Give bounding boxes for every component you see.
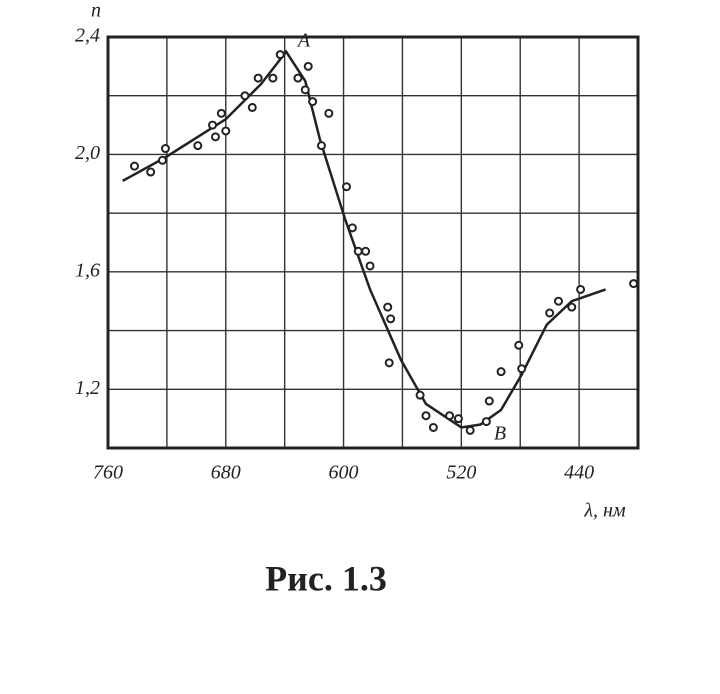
data-point <box>253 73 263 83</box>
data-point <box>293 73 303 83</box>
data-point <box>157 155 167 165</box>
y-tick-label: 1,2 <box>75 377 100 399</box>
data-point <box>240 91 250 101</box>
data-point <box>554 296 563 306</box>
plot-frame <box>106 35 640 450</box>
data-point <box>629 279 639 289</box>
data-point <box>365 261 375 271</box>
data-point <box>160 144 170 154</box>
data-point <box>210 132 220 142</box>
x-tick-label: 520 <box>446 462 476 484</box>
data-point <box>347 223 357 233</box>
data-point <box>342 182 351 192</box>
data-point <box>386 314 396 324</box>
data-point <box>193 141 203 151</box>
data-point <box>361 246 371 256</box>
data-point <box>247 102 257 112</box>
data-point <box>216 108 226 118</box>
data-point <box>303 61 313 71</box>
data-point <box>415 390 425 400</box>
data-point <box>353 246 363 256</box>
data-point <box>445 411 455 421</box>
x-tick-label: 600 <box>329 462 359 484</box>
data-point <box>514 340 524 350</box>
data-point <box>384 358 394 368</box>
data-point <box>484 396 494 406</box>
y-tick-label: 2,4 <box>75 25 100 47</box>
annotation: B <box>494 423 506 445</box>
data-point <box>465 425 475 435</box>
data-point <box>567 302 577 312</box>
data-point <box>316 141 326 151</box>
data-point <box>308 97 318 107</box>
data-point <box>130 161 139 171</box>
y-axis-label: n <box>91 0 101 22</box>
curve <box>122 49 607 429</box>
data-point <box>576 284 586 294</box>
y-tick-label: 2,0 <box>75 142 100 164</box>
data-point <box>453 414 463 424</box>
data-point <box>421 411 431 421</box>
annotation: A <box>296 30 311 52</box>
data-point <box>268 73 278 83</box>
data-point <box>496 367 506 377</box>
data-point <box>383 302 393 312</box>
data-point <box>146 167 156 177</box>
data-point <box>300 85 310 95</box>
data-point <box>517 364 527 374</box>
data-point <box>208 120 218 130</box>
data-point <box>324 108 334 118</box>
x-axis-label: λ, нм <box>583 500 626 522</box>
data-point <box>428 422 438 432</box>
caption: Рис. 1.3 <box>265 558 387 598</box>
y-tick-label: 1,6 <box>75 259 100 281</box>
x-tick-label: 440 <box>564 462 594 484</box>
data-point <box>545 308 555 318</box>
data-point <box>275 50 285 60</box>
x-tick-label: 680 <box>211 462 241 484</box>
data-point <box>481 417 491 427</box>
x-tick-label: 760 <box>93 462 123 484</box>
data-point <box>221 126 231 136</box>
